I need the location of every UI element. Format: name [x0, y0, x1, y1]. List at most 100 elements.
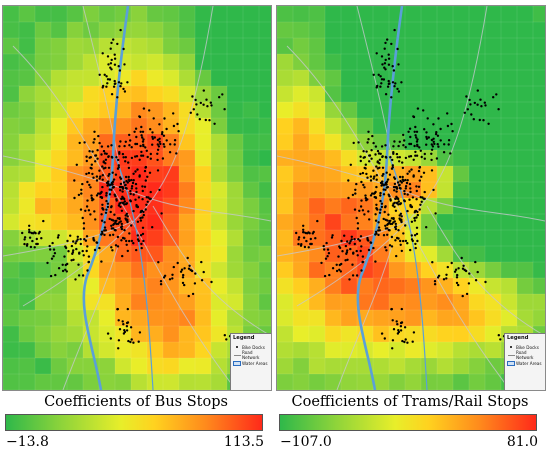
heat-cell	[325, 214, 341, 230]
heat-cell	[277, 358, 293, 374]
heat-cell	[405, 310, 421, 326]
heat-cell	[501, 22, 517, 38]
heat-cell	[453, 70, 469, 86]
heat-cell	[389, 22, 405, 38]
heat-cell	[147, 262, 163, 278]
bike-dock	[414, 209, 418, 213]
heat-cell	[35, 310, 51, 326]
heat-cell	[163, 358, 179, 374]
bike-dock	[443, 143, 446, 146]
bike-dock	[408, 182, 412, 186]
heat-cell	[67, 198, 83, 214]
bike-dock	[399, 329, 403, 332]
bike-dock	[64, 246, 68, 250]
bike-dock	[105, 75, 108, 78]
heat-cell	[341, 294, 357, 310]
bike-dock	[142, 239, 145, 243]
bike-dock	[52, 248, 56, 251]
heat-cell	[131, 70, 147, 86]
bike-dock	[134, 198, 137, 201]
bike-dock	[379, 181, 383, 185]
bike-dock	[383, 210, 386, 214]
bike-dock	[396, 87, 399, 91]
bike-dock	[128, 239, 131, 243]
heat-cell	[501, 182, 517, 198]
heat-cell	[115, 134, 131, 150]
heat-cell	[19, 22, 35, 38]
bike-dock	[85, 159, 89, 163]
bike-dock	[297, 242, 300, 246]
bike-dock	[426, 117, 429, 120]
heat-cell	[163, 182, 179, 198]
bike-dock	[403, 192, 406, 196]
heat-cell	[325, 38, 341, 54]
bike-dock	[126, 215, 129, 218]
bike-dock	[418, 165, 422, 169]
bike-dock	[129, 192, 132, 196]
bike-dock	[26, 243, 29, 246]
heat-cell	[83, 294, 99, 310]
bike-dock	[369, 179, 373, 182]
heat-cell	[533, 150, 545, 166]
heat-cell	[147, 22, 163, 38]
bike-dock	[136, 168, 139, 171]
heat-cell	[357, 166, 373, 182]
heat-cell	[163, 150, 179, 166]
bike-dock	[390, 308, 393, 311]
bike-dock	[355, 274, 359, 277]
bike-dock	[124, 183, 127, 187]
bike-dock	[117, 319, 120, 322]
bike-dock	[302, 228, 305, 231]
bike-dock	[331, 234, 334, 237]
heat-cell	[405, 70, 421, 86]
bike-dock	[93, 210, 96, 213]
bike-dock	[142, 138, 145, 141]
bike-dock	[223, 334, 226, 337]
bike-dock	[399, 202, 403, 205]
bike-dock	[347, 179, 350, 182]
bike-dock	[432, 123, 435, 126]
bike-dock	[457, 267, 460, 270]
road-line	[12, 45, 234, 387]
heat-cell	[325, 166, 341, 182]
heat-cell	[293, 358, 309, 374]
bike-dock	[399, 243, 402, 246]
bike-dock	[119, 220, 123, 223]
heat-cell	[179, 214, 195, 230]
heat-cell	[131, 374, 147, 390]
bike-dock	[495, 93, 498, 96]
heat-cell	[147, 38, 163, 54]
heat-cell	[163, 214, 179, 230]
heat-cell	[309, 374, 325, 390]
heat-cell	[453, 374, 469, 390]
bike-dock	[120, 227, 124, 231]
bike-dock	[449, 152, 452, 155]
bike-dock	[408, 127, 412, 130]
bike-dock	[356, 222, 360, 225]
bus-stops-coefficient-map	[3, 6, 271, 390]
bike-dock	[144, 179, 147, 182]
heat-cell	[179, 102, 195, 118]
heat-cell	[453, 358, 469, 374]
heat-cell	[309, 342, 325, 358]
bike-dock	[113, 57, 117, 60]
heat-cell	[437, 38, 453, 54]
heat-cell	[51, 246, 67, 262]
heat-cell	[421, 278, 437, 294]
heat-cell	[341, 310, 357, 326]
heat-cell	[195, 342, 211, 358]
heat-cell	[389, 166, 405, 182]
bike-dock	[61, 263, 64, 266]
heat-cell	[19, 134, 35, 150]
heat-cell	[243, 278, 259, 294]
bike-dock	[123, 203, 126, 206]
bike-dock	[148, 109, 151, 112]
heat-cell	[211, 262, 227, 278]
bike-dock	[364, 163, 367, 166]
heat-cell	[373, 342, 389, 358]
bike-dock	[372, 169, 375, 172]
heat-cell	[373, 22, 389, 38]
heat-cell	[309, 262, 325, 278]
bike-dock	[98, 246, 101, 250]
bike-dock	[398, 183, 401, 187]
